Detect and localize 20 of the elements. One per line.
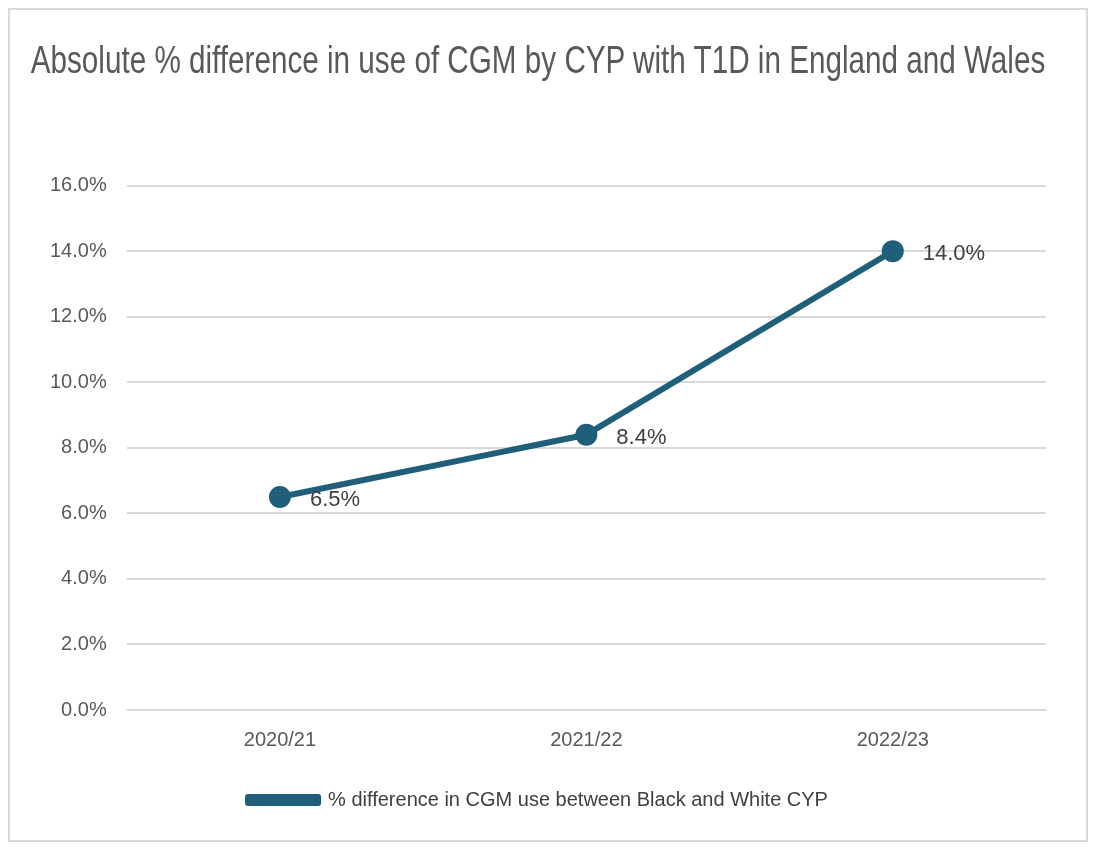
- chart-title: Absolute % difference in use of CGM by CYP with T1D in England and Wales: [30, 38, 1046, 82]
- point: [575, 423, 598, 446]
- y-tick-label: 0.0%: [61, 697, 107, 720]
- y-tick-label: 2.0%: [61, 631, 107, 654]
- data-label: 6.5%: [309, 486, 361, 512]
- x-tick-label: 2022/23: [856, 727, 929, 750]
- y-tick-label: 4.0%: [61, 566, 107, 589]
- y-tick-label: 10.0%: [49, 369, 107, 392]
- y-tick-label: 6.0%: [61, 500, 107, 523]
- y-tick-label: 14.0%: [49, 238, 107, 261]
- point: [268, 485, 291, 508]
- data-label: 8.4%: [616, 423, 667, 449]
- y-tick-label: 12.0%: [49, 304, 107, 327]
- x-tick-label: 2020/21: [243, 727, 317, 750]
- legend-label: % difference in CGM use between Black and White CYP: [328, 787, 828, 810]
- data-label: 14.0%: [922, 240, 986, 266]
- x-tick-label: 2021/22: [550, 727, 623, 750]
- y-tick-label: 16.0%: [49, 173, 107, 196]
- y-tick-label: 8.0%: [61, 435, 107, 458]
- point: [881, 240, 904, 263]
